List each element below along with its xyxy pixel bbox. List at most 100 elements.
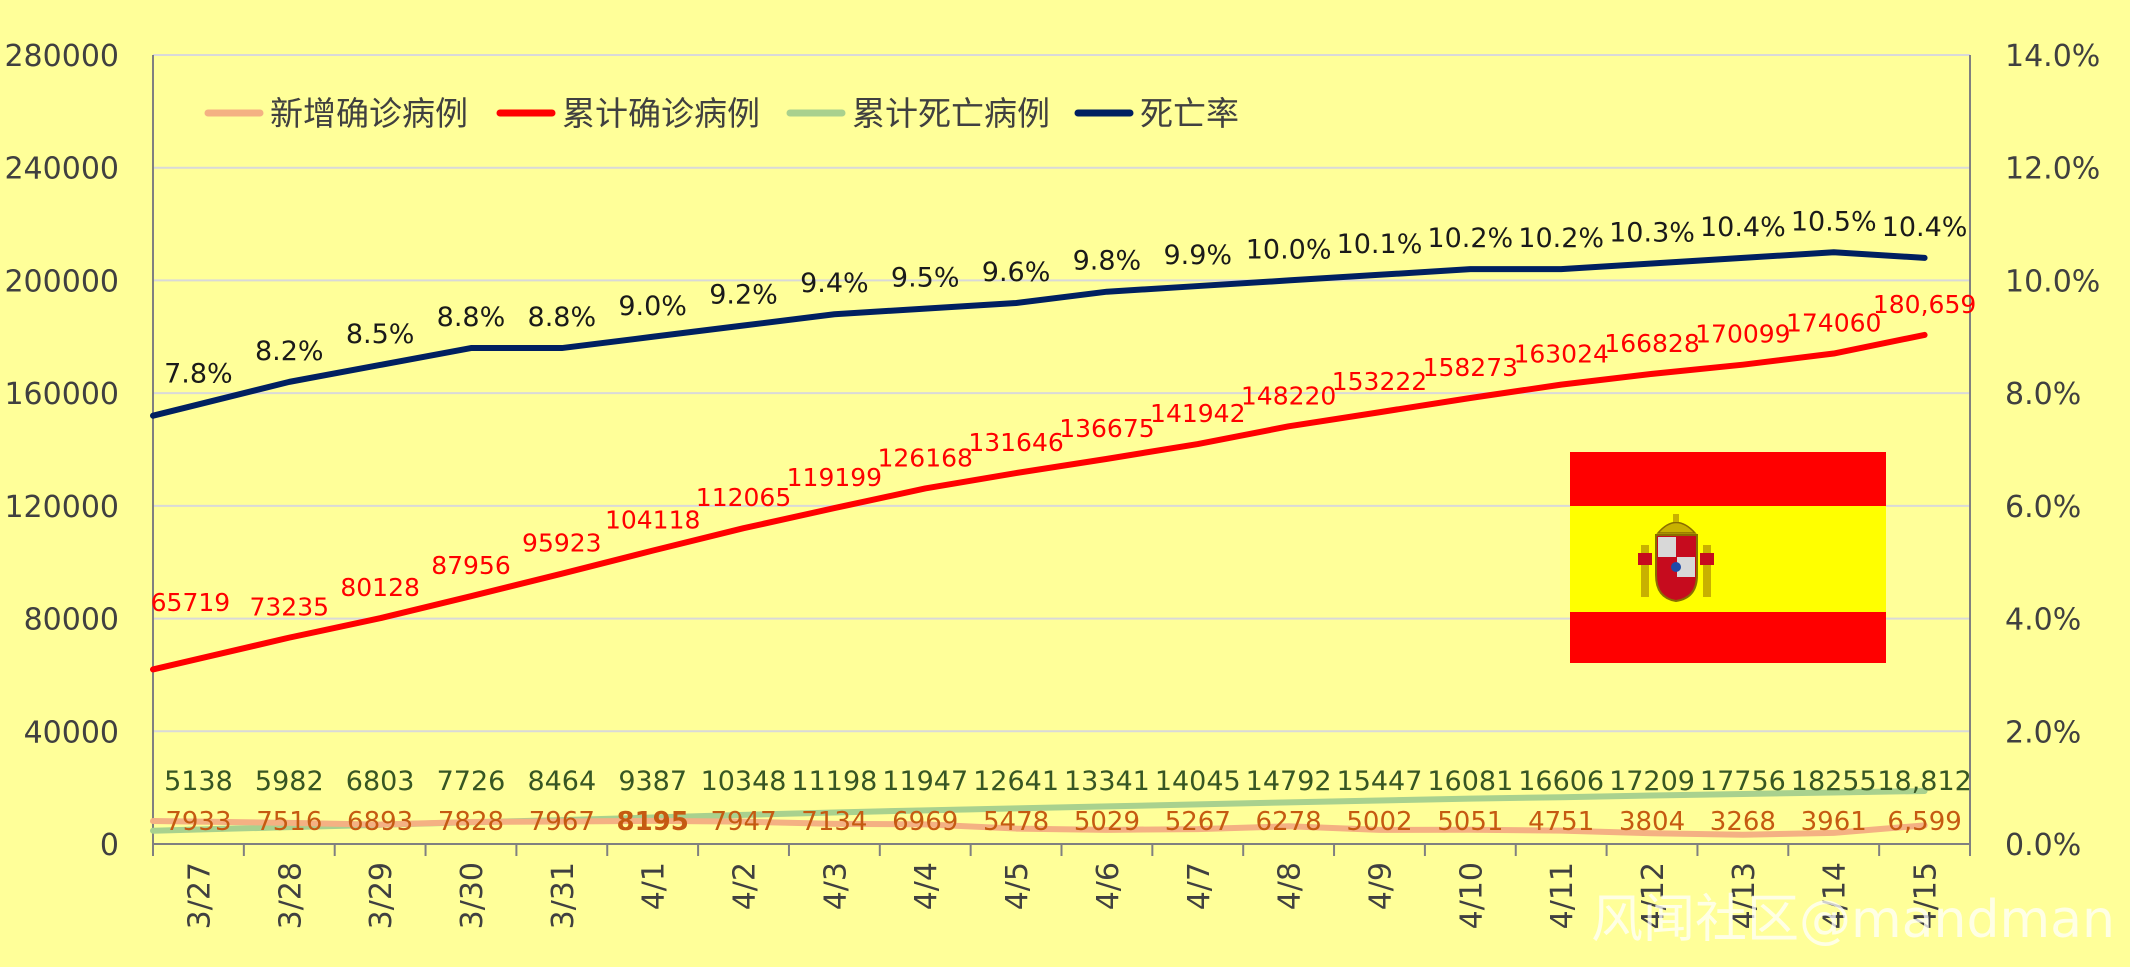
series-line: [150, 817, 1928, 838]
data-label: 5051: [1437, 807, 1503, 837]
data-label: 6,599: [1887, 807, 1961, 837]
x-axis-tick-label: 3/29: [364, 862, 399, 929]
data-label: 163024: [1513, 340, 1608, 369]
data-label: 10.4%: [1882, 212, 1968, 243]
x-axis-tick-label: 4/2: [728, 862, 763, 910]
data-label: 8464: [527, 766, 596, 797]
data-label: 6893: [347, 807, 413, 837]
data-label: 119199: [787, 463, 882, 492]
data-label: 10.0%: [1246, 234, 1332, 265]
data-label: 9.2%: [709, 280, 778, 311]
right-axis-tick-label: 2.0%: [2005, 715, 2081, 750]
x-axis-tick-label: 4/12: [1636, 862, 1671, 929]
data-label: 16606: [1518, 766, 1604, 797]
legend-label: 累计死亡病例: [852, 94, 1050, 133]
legend-label: 死亡率: [1140, 94, 1239, 133]
data-label: 7.8%: [164, 358, 233, 389]
x-axis-tick-label: 3/31: [546, 862, 581, 929]
flag-stripe-bottom: [1570, 612, 1886, 663]
x-axis-tick-label: 4/4: [909, 862, 944, 910]
data-label: 8.5%: [346, 319, 415, 350]
data-label: 141942: [1150, 399, 1245, 428]
data-label: 174060: [1786, 309, 1881, 338]
x-axis-tick-label: 4/13: [1727, 862, 1762, 929]
data-label: 7947: [710, 807, 776, 837]
data-label: 131646: [968, 428, 1063, 457]
data-label: 87956: [431, 551, 511, 580]
data-label: 10.4%: [1700, 212, 1786, 243]
spain-flag: [1570, 452, 1886, 663]
data-label: 4751: [1528, 807, 1594, 837]
left-axis-ticks: 0 40000 80000 120000 160000 200000 240000 28000…: [4, 39, 119, 863]
data-label: 126168: [878, 443, 973, 472]
data-label: 15447: [1337, 766, 1423, 797]
x-axis-tick-label: 3/30: [455, 862, 490, 929]
data-label: 5267: [1165, 807, 1231, 837]
data-label: 73235: [250, 593, 330, 622]
data-label: 10.3%: [1609, 218, 1695, 249]
data-label: 6969: [892, 807, 958, 837]
data-label: 7828: [438, 807, 504, 837]
data-label: 153222: [1332, 367, 1427, 396]
data-label: 12641: [973, 766, 1059, 797]
data-label: 8.8%: [437, 302, 506, 333]
data-label: 5138: [164, 766, 233, 797]
data-label: 7726: [437, 766, 506, 797]
data-label: 11947: [882, 766, 968, 797]
data-label: 180,659: [1873, 290, 1976, 319]
coat-of-arms-icon: [1638, 514, 1714, 603]
series-lines: [150, 249, 1928, 838]
data-label: 10.1%: [1337, 229, 1423, 260]
data-label: 9.4%: [800, 268, 869, 299]
data-label: 9.9%: [1163, 240, 1232, 271]
x-axis-tick-label: 4/10: [1454, 862, 1489, 929]
right-axis-tick-label: 10.0%: [2005, 264, 2100, 299]
data-label: 8.2%: [255, 336, 324, 367]
right-axis-tick-label: 8.0%: [2005, 377, 2081, 412]
left-axis-tick-label: 120000: [4, 490, 119, 525]
x-axis-tick-label: 4/11: [1545, 862, 1580, 929]
data-label: 14045: [1155, 766, 1241, 797]
right-axis-tick-label: 6.0%: [2005, 490, 2081, 525]
data-label: 104118: [605, 506, 700, 535]
data-label: 10.2%: [1518, 223, 1604, 254]
legend-label: 新增确诊病例: [270, 94, 468, 133]
legend: 新增确诊病例 累计确诊病例 累计死亡病例 死亡率: [204, 94, 1239, 133]
flag-stripe-middle: [1570, 506, 1886, 612]
x-axis-tick-label: 4/9: [1363, 862, 1398, 910]
data-label: 136675: [1059, 414, 1154, 443]
data-label: 18,812: [1877, 766, 1971, 797]
x-axis-tick-label: 4/8: [1273, 862, 1308, 910]
left-axis-tick-label: 200000: [4, 264, 119, 299]
data-label: 5478: [983, 807, 1049, 837]
data-label: 17209: [1609, 766, 1695, 797]
data-label: 14792: [1246, 766, 1332, 797]
data-label: 5029: [1074, 807, 1140, 837]
data-label: 9387: [618, 766, 687, 797]
gridlines: [153, 54, 1970, 733]
data-label: 9.5%: [891, 263, 960, 294]
legend-label: 累计确诊病例: [562, 94, 760, 133]
data-label: 7516: [256, 807, 322, 837]
x-axis-tick-label: 4/5: [1000, 862, 1035, 910]
data-label: 9.0%: [618, 291, 687, 322]
left-axis-tick-label: 160000: [4, 377, 119, 412]
data-label: 18255: [1791, 766, 1877, 797]
x-axis-tick-label: 4/15: [1909, 862, 1944, 929]
x-axis: 3/27 3/28 3/29 3/30 3/31 4/1 4/2 4/3 4/4 4/5 4/6 4/…: [152, 55, 1971, 929]
left-axis-tick-label: 240000: [4, 152, 119, 187]
data-label: 9.6%: [982, 257, 1051, 288]
data-label: 3804: [1619, 807, 1685, 837]
x-axis-tick-label: 4/6: [1091, 862, 1126, 910]
x-axis-tick-label: 3/28: [273, 862, 308, 929]
left-axis-tick-label: 40000: [24, 715, 119, 750]
left-axis-tick-label: 280000: [4, 39, 119, 74]
data-label: 7134: [801, 807, 867, 837]
data-label: 8.8%: [528, 302, 597, 333]
data-label: 148220: [1241, 381, 1336, 410]
data-label: 95923: [522, 529, 602, 558]
data-label: 9.8%: [1073, 246, 1142, 277]
data-label: 10348: [701, 766, 787, 797]
